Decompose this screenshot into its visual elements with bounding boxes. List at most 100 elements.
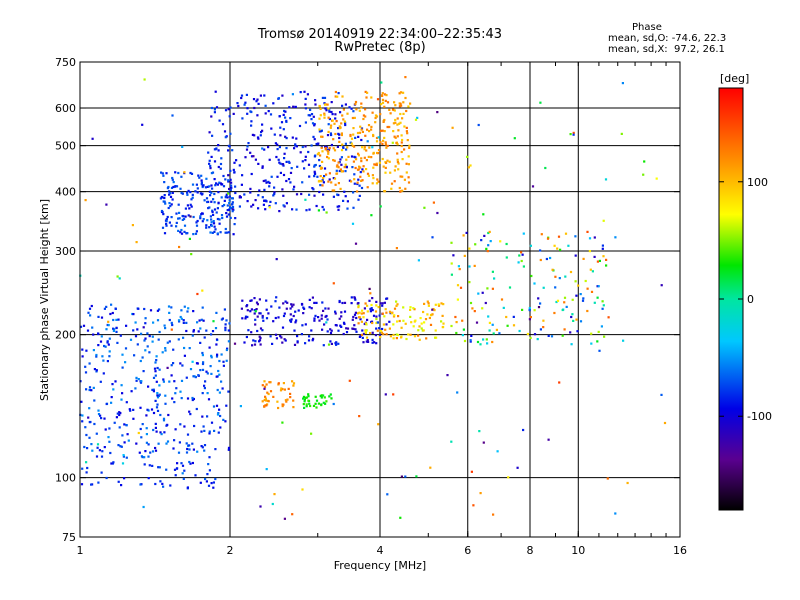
- data-point: [572, 319, 575, 322]
- data-point: [93, 422, 96, 426]
- data-point: [210, 184, 213, 187]
- data-point: [200, 181, 203, 184]
- data-point: [385, 297, 388, 300]
- data-point: [140, 380, 143, 383]
- data-point: [483, 234, 486, 237]
- data-point: [351, 327, 354, 330]
- data-point: [381, 129, 384, 132]
- data-point: [191, 360, 194, 363]
- data-point: [322, 394, 325, 397]
- data-point: [225, 348, 228, 352]
- data-point: [324, 315, 327, 318]
- data-point: [215, 311, 218, 314]
- data-point: [100, 316, 104, 319]
- data-point: [241, 299, 244, 302]
- data-point: [351, 144, 354, 147]
- data-point: [392, 130, 395, 133]
- data-point: [141, 123, 144, 126]
- data-point: [598, 349, 601, 352]
- data-point: [620, 132, 623, 135]
- data-point: [431, 236, 434, 239]
- data-point: [347, 155, 350, 158]
- data-point: [238, 205, 241, 208]
- data-point: [303, 90, 306, 93]
- data-point: [165, 468, 168, 471]
- data-point: [222, 174, 225, 178]
- data-point: [189, 368, 193, 371]
- data-point: [332, 195, 335, 198]
- data-point: [407, 105, 410, 108]
- data-point: [456, 391, 459, 394]
- data-point: [478, 430, 481, 433]
- data-point: [183, 354, 186, 357]
- data-point: [170, 186, 174, 189]
- data-point: [258, 298, 261, 301]
- data-point: [403, 125, 406, 128]
- data-point: [358, 415, 361, 418]
- data-point: [259, 505, 262, 508]
- data-point: [102, 359, 105, 362]
- x-tick-label: 16: [673, 544, 687, 557]
- data-point: [177, 171, 180, 175]
- data-point: [133, 354, 136, 357]
- data-point: [404, 96, 407, 100]
- data-point: [434, 303, 437, 306]
- data-point: [192, 448, 195, 451]
- data-point: [261, 147, 264, 150]
- data-point: [256, 329, 259, 333]
- data-point: [352, 110, 355, 113]
- data-point: [419, 317, 422, 320]
- data-point: [191, 334, 194, 337]
- data-point: [300, 192, 303, 196]
- data-point: [269, 335, 272, 338]
- data-point: [342, 118, 345, 121]
- data-point: [358, 311, 361, 314]
- data-point: [554, 275, 557, 278]
- data-point: [400, 326, 403, 329]
- data-point: [329, 340, 332, 343]
- data-point: [357, 154, 360, 157]
- data-point: [230, 207, 233, 210]
- data-point: [264, 208, 267, 211]
- data-point: [90, 304, 93, 308]
- data-point: [228, 231, 231, 234]
- data-point: [147, 409, 150, 412]
- data-point: [362, 312, 365, 315]
- data-point: [282, 302, 285, 305]
- data-point: [273, 133, 276, 136]
- data-point: [207, 151, 210, 154]
- data-point: [90, 483, 93, 486]
- data-point: [285, 202, 288, 205]
- data-point: [219, 414, 222, 418]
- data-point: [312, 115, 315, 118]
- data-point: [159, 480, 162, 483]
- data-point: [265, 308, 268, 311]
- data-point: [322, 401, 325, 404]
- data-point: [391, 141, 394, 144]
- data-point: [381, 142, 384, 145]
- data-point: [434, 336, 437, 339]
- data-point: [379, 329, 382, 333]
- data-point: [291, 136, 294, 139]
- data-point: [205, 177, 208, 180]
- data-point: [181, 192, 184, 195]
- data-point: [213, 192, 216, 196]
- data-point: [386, 144, 389, 147]
- data-point: [360, 106, 363, 109]
- data-point: [201, 362, 205, 366]
- data-point: [383, 301, 386, 304]
- data-point: [226, 204, 229, 207]
- data-point: [87, 416, 90, 419]
- data-point: [214, 477, 217, 481]
- data-point: [175, 225, 178, 228]
- data-point: [315, 143, 318, 146]
- data-point: [251, 133, 254, 136]
- data-point: [479, 343, 482, 346]
- data-point: [142, 505, 145, 509]
- data-point: [182, 477, 185, 480]
- data-point: [318, 128, 321, 131]
- data-point: [267, 180, 270, 183]
- data-point: [342, 199, 345, 202]
- data-point: [261, 123, 264, 126]
- data-point: [565, 305, 568, 308]
